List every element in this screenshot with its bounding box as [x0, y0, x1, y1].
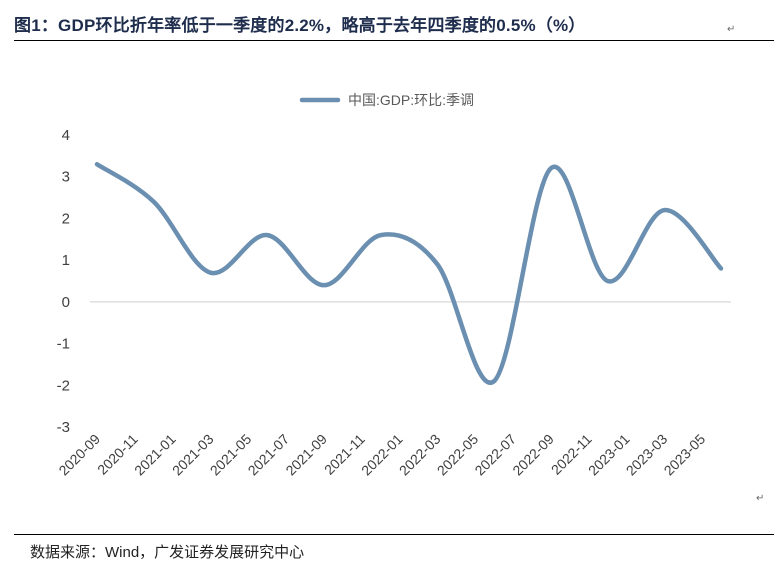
- y-tick-label: -3: [57, 419, 70, 436]
- x-tick-label: 2023-05: [661, 431, 709, 479]
- y-tick-label: 3: [62, 169, 70, 186]
- title-rule: [14, 40, 774, 41]
- y-tick-label: 2: [62, 210, 70, 227]
- y-tick-label: 1: [62, 252, 70, 269]
- legend: 中国:GDP:环比:季调: [299, 92, 474, 108]
- paragraph-mark: ↵: [727, 24, 736, 35]
- y-tick-label: 4: [62, 127, 70, 144]
- x-tick-label: 2020-09: [55, 431, 103, 479]
- y-tick-label: -2: [57, 377, 70, 394]
- source-rule: [14, 534, 774, 535]
- y-tick-label: 0: [62, 294, 70, 311]
- x-tick-label: 2021-09: [282, 431, 330, 479]
- plot-area: [90, 161, 731, 385]
- x-tick-label: 2022-09: [509, 431, 557, 479]
- series-line: [94, 161, 724, 385]
- legend-label: 中国:GDP:环比:季调: [348, 92, 474, 108]
- y-axis: 4 3 2 1 0 -1 -2 -3: [57, 127, 70, 436]
- paragraph-mark-2: ↵: [756, 493, 765, 504]
- y-tick-label: -1: [57, 336, 70, 353]
- chart-title: 图1：GDP环比折年率低于一季度的2.2%，略高于去年四季度的0.5%（%）: [14, 16, 586, 35]
- x-axis: 2020-092020-112021-012021-032021-052021-…: [55, 431, 708, 479]
- source-note: 数据来源：Wind，广发证券发展研究中心: [30, 544, 305, 561]
